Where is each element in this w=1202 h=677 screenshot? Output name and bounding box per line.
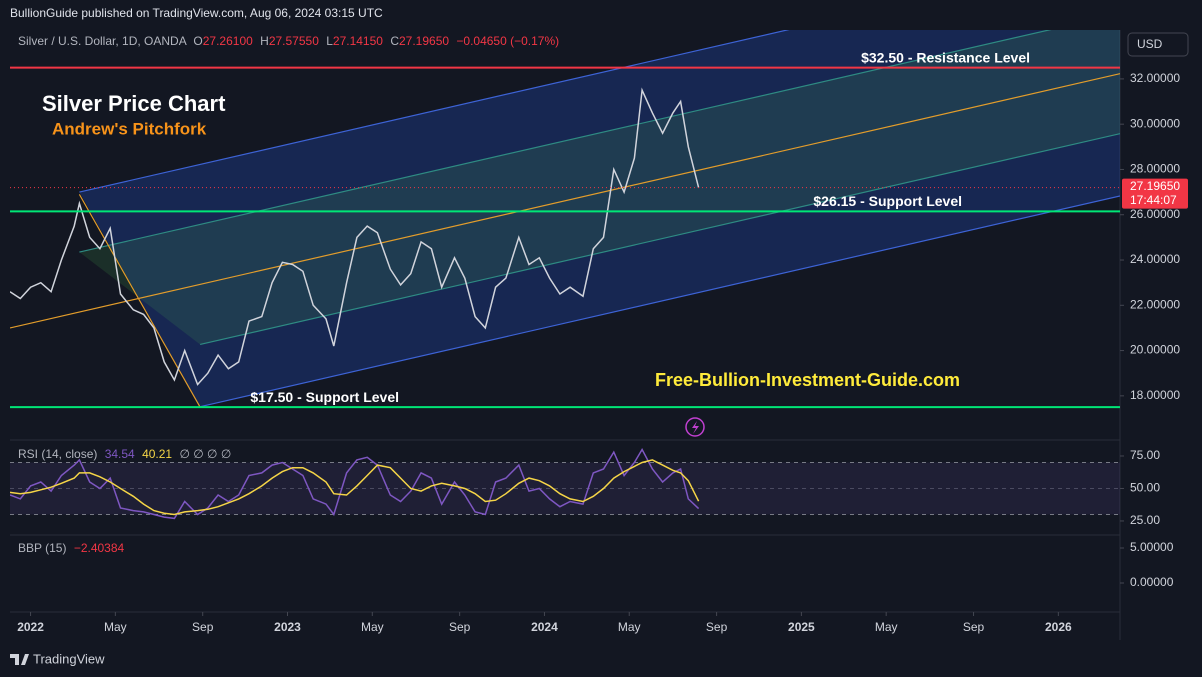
x-tick-label: May — [618, 620, 641, 634]
rsi-ma-value: 40.21 — [142, 447, 172, 461]
rsi-legend: RSI (14, close) 34.54 40.21 ∅ ∅ ∅ ∅ — [18, 447, 231, 461]
y-tick-label: 26.00000 — [1130, 207, 1180, 221]
indicator-extra: ∅ ∅ ∅ ∅ — [179, 447, 231, 461]
alert-icon[interactable] — [685, 417, 705, 437]
pitchfork-fill — [79, 30, 1120, 345]
x-tick-label: Sep — [963, 620, 985, 634]
y-tick-label: 32.00000 — [1130, 71, 1180, 85]
level-label: $26.15 - Support Level — [813, 193, 962, 209]
ohlc-key: L — [326, 34, 333, 48]
x-tick-label: 2024 — [531, 620, 558, 634]
x-tick-label: Sep — [449, 620, 471, 634]
y-tick-label: 50.00 — [1130, 481, 1160, 495]
y-tick-label: 20.00000 — [1130, 343, 1180, 357]
currency-label[interactable]: USD — [1137, 37, 1163, 51]
chart-title: Silver Price Chart — [42, 91, 226, 116]
x-tick-label: May — [361, 620, 384, 634]
y-tick-label: 22.00000 — [1130, 297, 1180, 311]
ohlc-key: C — [390, 34, 399, 48]
symbol-legend: Silver / U.S. Dollar, 1D, OANDA O27.2610… — [18, 34, 559, 48]
ohlc-value: 27.26100 — [203, 34, 253, 48]
bbp-legend: BBP (15) −2.40384 — [18, 541, 125, 555]
ohlc-value: 27.57550 — [269, 34, 319, 48]
level-label: $32.50 - Resistance Level — [861, 49, 1030, 65]
x-tick-label: 2025 — [788, 620, 815, 634]
series-line — [10, 87, 700, 386]
ohlc-key: H — [260, 34, 269, 48]
last-price-box — [1122, 178, 1188, 209]
symbol: Silver / U.S. Dollar, 1D, OANDA — [18, 34, 187, 48]
last-price-label: 27.19650 — [1130, 179, 1180, 193]
ohlc-value: 27.14150 — [333, 34, 383, 48]
pane — [10, 30, 1120, 408]
y-tick-label: 18.00000 — [1130, 388, 1180, 402]
pitchfork-line — [79, 30, 1052, 253]
rsi-value: 34.54 — [105, 447, 135, 461]
y-tick-label: 30.00000 — [1130, 116, 1180, 130]
series-line — [10, 447, 700, 520]
brand: TradingView — [33, 651, 105, 666]
indicator-title: BBP (15) — [18, 541, 66, 555]
y-tick-label: 28.00000 — [1130, 162, 1180, 176]
rsi-band-fill — [10, 462, 1120, 515]
pitchfork-line — [200, 133, 1120, 346]
y-tick-label: 0.00000 — [1130, 575, 1174, 589]
y-tick-label: 24.00000 — [1130, 252, 1180, 266]
pitchfork-line — [200, 195, 1120, 408]
x-tick-label: 2026 — [1045, 620, 1072, 634]
level-label: $17.50 - Support Level — [250, 389, 399, 405]
change: −0.04650 (−0.17%) — [456, 34, 559, 48]
pitchfork-line — [78, 194, 201, 408]
y-tick-label: 25.00 — [1130, 513, 1160, 527]
countdown: 17:44:07 — [1130, 193, 1177, 207]
x-tick-label: Sep — [706, 620, 728, 634]
pitchfork-line — [10, 73, 1120, 329]
pitchfork-line — [79, 30, 790, 193]
watermark: Free-Bullion-Investment-Guide.com — [655, 370, 960, 390]
series-line — [10, 459, 700, 516]
indicator-title: RSI (14, close) — [18, 447, 97, 461]
plot-layer: 18.00000 20.00000 22.00000 24.00000 26.00000… — [10, 30, 1188, 634]
ohlc-key: O — [193, 34, 202, 48]
x-tick-label: Sep — [192, 620, 214, 634]
pane — [10, 447, 1120, 520]
currency-button[interactable] — [1127, 32, 1189, 57]
y-tick-label: 75.00 — [1130, 448, 1160, 462]
ohlc-value: 27.19650 — [399, 34, 449, 48]
alert-icon-bolt — [692, 421, 699, 434]
bbp-value: −2.40384 — [74, 541, 125, 555]
x-tick-label: May — [104, 620, 127, 634]
publish-info: BullionGuide published on TradingView.co… — [10, 6, 383, 20]
y-tick-label: 5.00000 — [1130, 540, 1174, 554]
x-tick-label: 2023 — [274, 620, 301, 634]
brand-logo — [10, 654, 29, 665]
chart-subtitle: Andrew's Pitchfork — [52, 119, 207, 138]
x-tick-label: May — [875, 620, 898, 634]
x-tick-label: 2022 — [17, 620, 44, 634]
